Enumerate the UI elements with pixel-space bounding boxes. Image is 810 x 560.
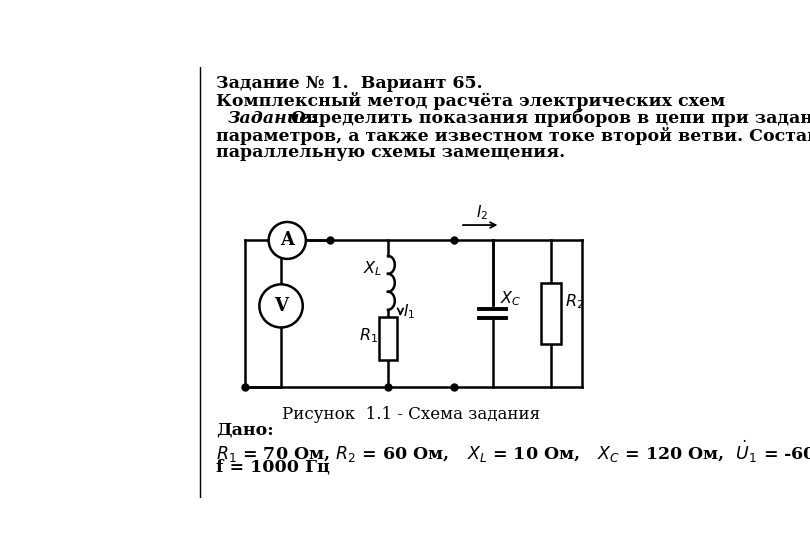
Text: Рисунок  1.1 - Схема задания: Рисунок 1.1 - Схема задания (282, 406, 540, 423)
Text: Комплексный метод расчёта электрических схем: Комплексный метод расчёта электрических … (216, 92, 725, 110)
Text: Задание № 1.  Вариант 65.: Задание № 1. Вариант 65. (216, 75, 483, 92)
Text: $X_L$: $X_L$ (363, 260, 382, 278)
Text: f = 1000 Гц: f = 1000 Гц (216, 458, 330, 475)
Circle shape (259, 284, 303, 328)
Bar (541, 283, 561, 344)
Text: A: A (280, 231, 294, 249)
Text: $X_C$: $X_C$ (501, 289, 522, 307)
Text: параметров, а также известном токе второй ветви. Составить последовательную и: параметров, а также известном токе второ… (216, 127, 810, 145)
Text: $R_2$: $R_2$ (565, 293, 584, 311)
Bar (379, 318, 397, 360)
Text: $I_1$: $I_1$ (403, 302, 415, 321)
Text: $R_1$: $R_1$ (359, 326, 377, 346)
Text: параллельную схемы замещения.: параллельную схемы замещения. (216, 144, 565, 161)
Circle shape (269, 222, 306, 259)
Text: Дано:: Дано: (216, 421, 274, 438)
Text: V: V (274, 297, 288, 315)
Text: Определить показания приборов в цепи при заданных значениях: Определить показания приборов в цепи при… (285, 110, 810, 127)
Text: Задание:: Задание: (228, 110, 318, 127)
Text: $I_2$: $I_2$ (476, 203, 488, 222)
Text: $R_1$ = 70 Ом, $R_2$ = 60 Ом,   $X_L$ = 10 Ом,   $X_C$ = 120 Ом,  $\dot{U}_1$ = : $R_1$ = 70 Ом, $R_2$ = 60 Ом, $X_L$ = 10… (216, 438, 810, 465)
